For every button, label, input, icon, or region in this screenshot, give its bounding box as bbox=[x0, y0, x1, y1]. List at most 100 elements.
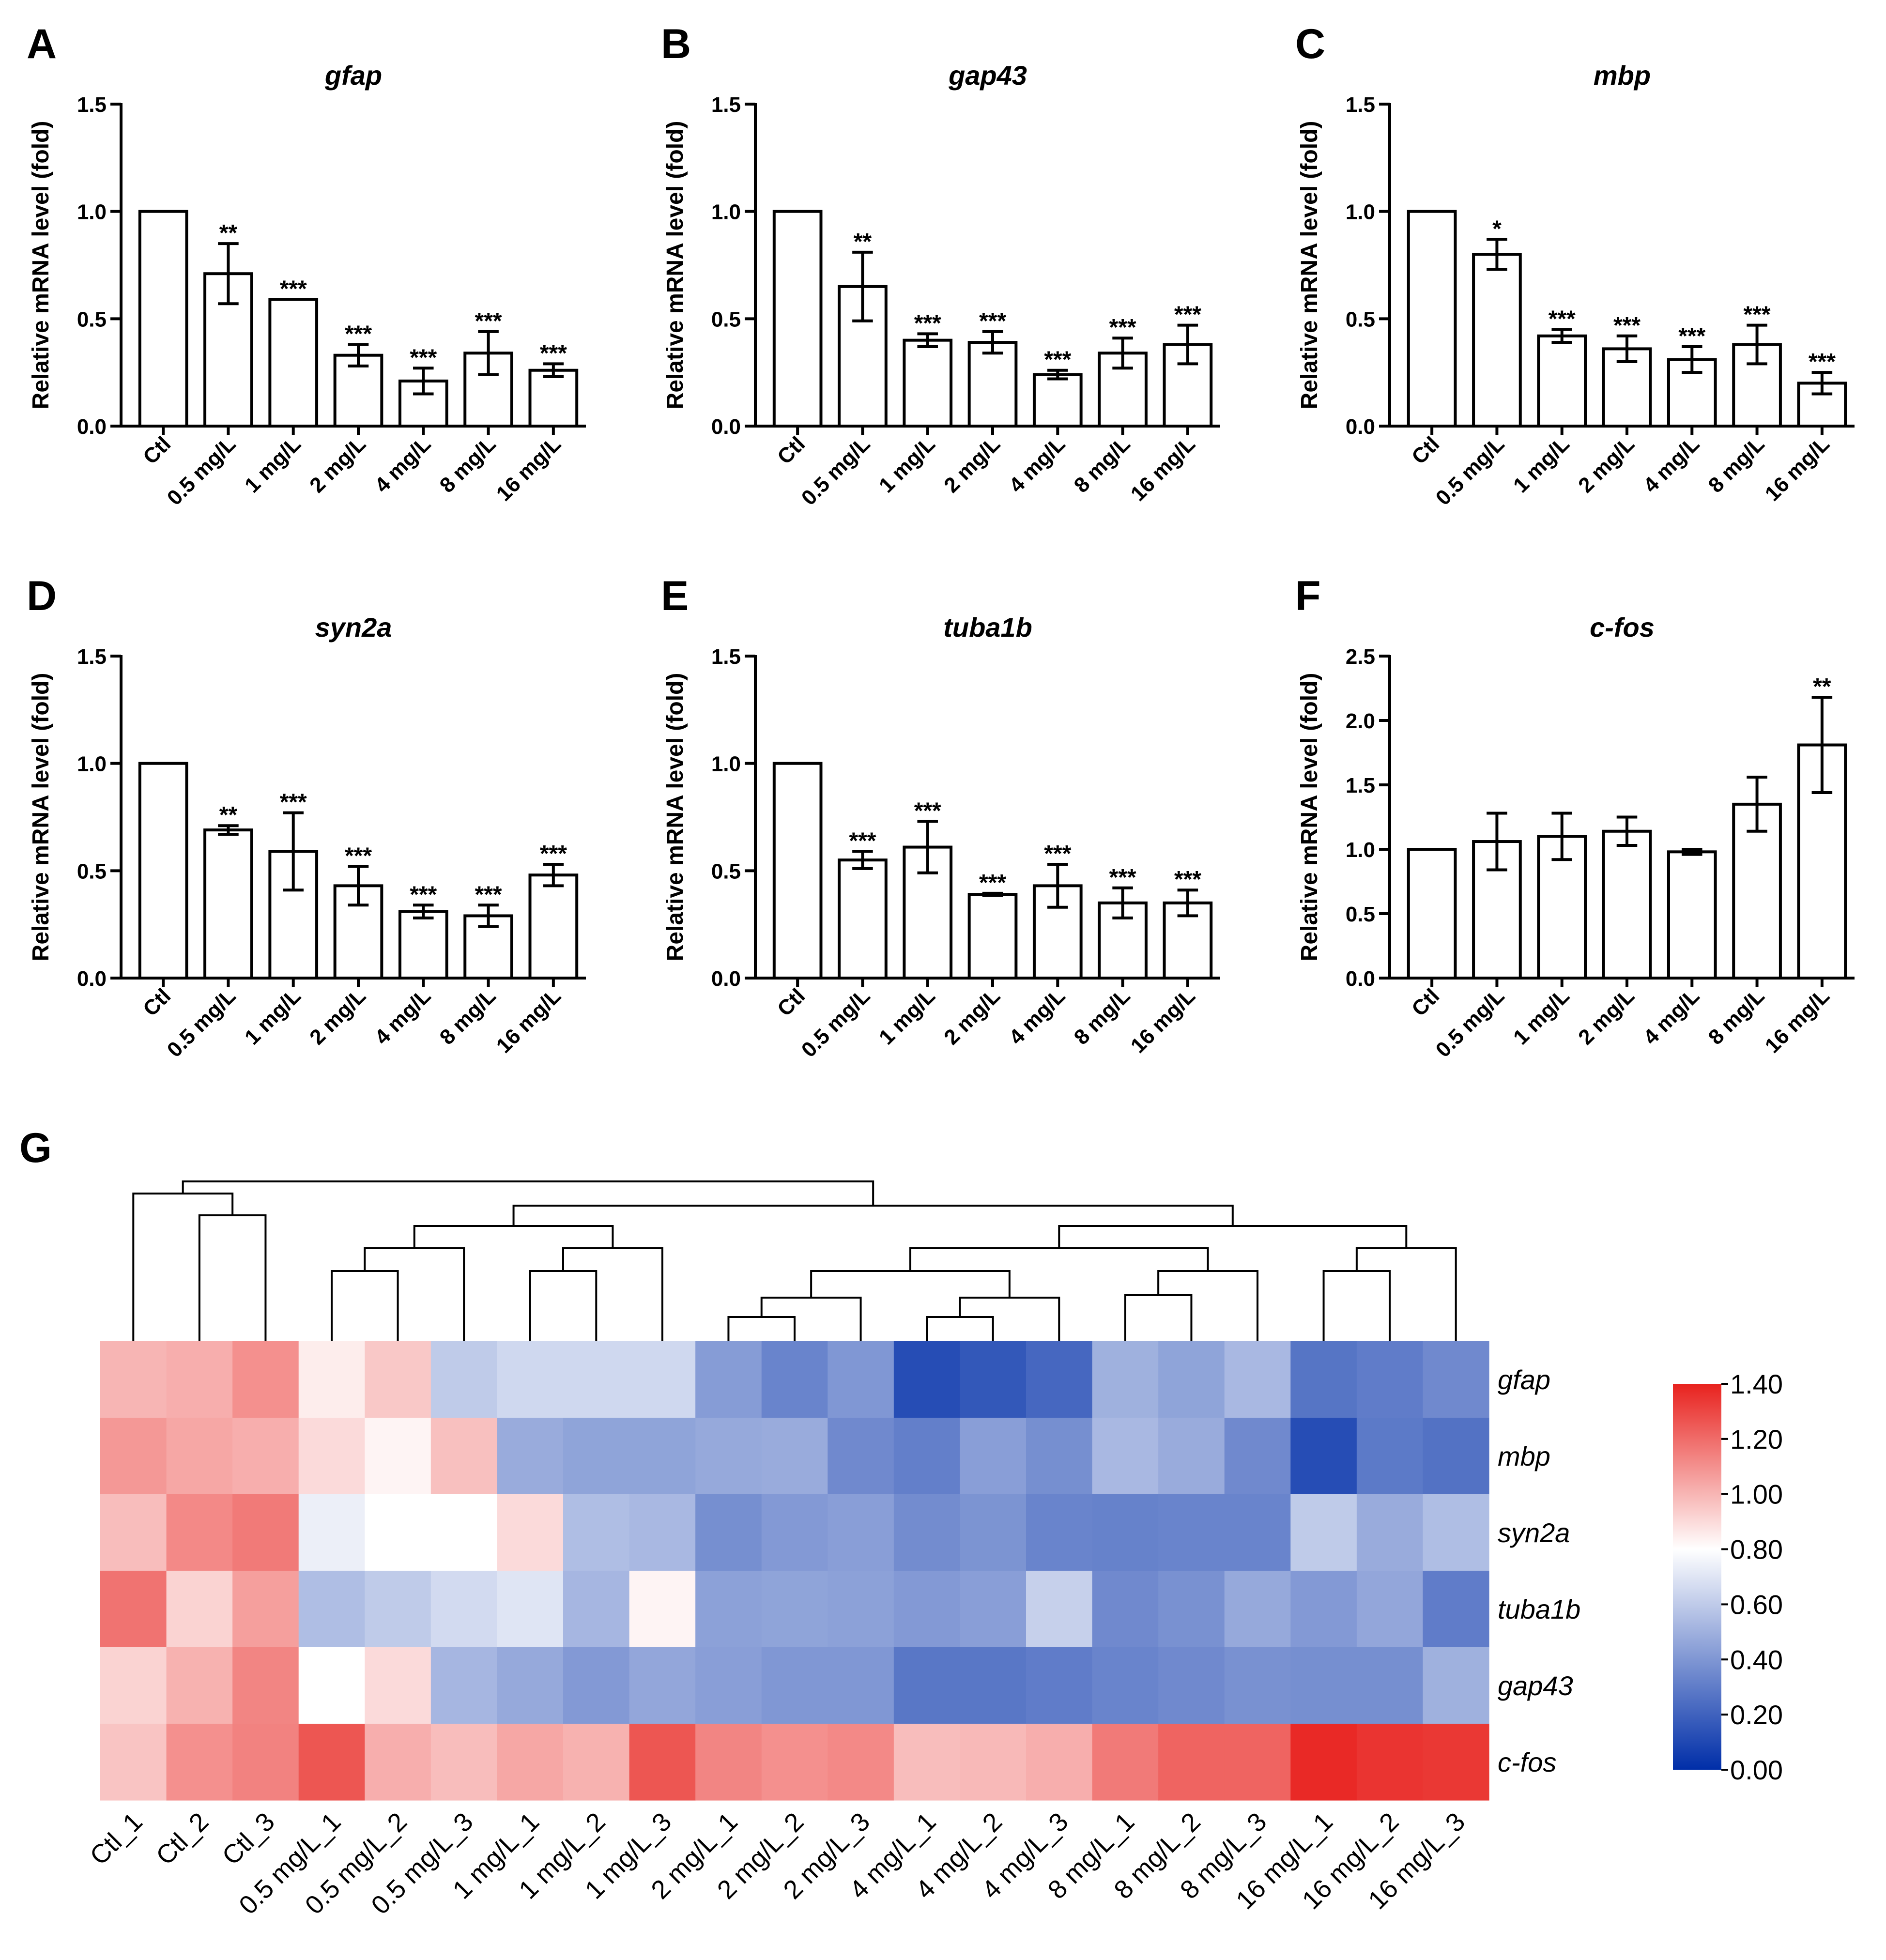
dendrogram-link bbox=[562, 1247, 663, 1341]
x-tick-label: 8 mg/L bbox=[1070, 984, 1135, 1049]
heatmap-cell bbox=[563, 1418, 630, 1495]
significance-label: *** bbox=[410, 882, 437, 907]
bar bbox=[903, 338, 953, 428]
significance-label: *** bbox=[540, 841, 567, 867]
dendrogram-link bbox=[1058, 1225, 1408, 1248]
heatmap-cell bbox=[1224, 1647, 1291, 1724]
significance-label: *** bbox=[410, 345, 437, 370]
x-tick-label: 4 mg/L bbox=[370, 432, 435, 497]
dendrogram bbox=[132, 1180, 1457, 1341]
heatmap-cell bbox=[893, 1418, 961, 1495]
x-tick-label: 4 mg/L bbox=[1004, 432, 1070, 497]
x-tick-label: 4 mg/L bbox=[1004, 984, 1070, 1049]
x-tick-label: 2 mg/L bbox=[939, 984, 1005, 1049]
heatmap-cell bbox=[100, 1494, 167, 1571]
dendrogram-link bbox=[364, 1247, 465, 1341]
heatmap-cell bbox=[629, 1724, 696, 1801]
x-tick-label: 1 mg/L bbox=[1509, 432, 1574, 497]
heatmap-cell bbox=[1423, 1571, 1489, 1648]
panel-label: E bbox=[661, 573, 689, 619]
panel-label: A bbox=[27, 21, 57, 67]
bar bbox=[138, 762, 188, 980]
heatmap-cell bbox=[1356, 1571, 1424, 1648]
y-tick-label: 0.0 bbox=[77, 415, 107, 439]
heatmap-cell bbox=[960, 1341, 1027, 1418]
heatmap-cell bbox=[232, 1571, 299, 1648]
heatmap-cell bbox=[828, 1724, 894, 1801]
chart-title: gap43 bbox=[948, 60, 1027, 91]
x-tick-label: 0.5 mg/L bbox=[163, 984, 241, 1062]
x-tick-label: 1 mg/L bbox=[874, 432, 940, 497]
significance-label: *** bbox=[1109, 865, 1136, 890]
colorbar bbox=[1673, 1384, 1721, 1770]
heatmap-cell bbox=[430, 1647, 498, 1724]
dendrogram-link bbox=[413, 1225, 614, 1248]
heatmap-cell bbox=[166, 1494, 233, 1571]
dendrogram-link bbox=[1157, 1270, 1258, 1341]
heatmap-cell bbox=[695, 1571, 762, 1648]
x-tick-label: 0.5 mg/L bbox=[797, 432, 875, 510]
y-tick-label: 0.0 bbox=[77, 967, 107, 991]
bar bbox=[967, 341, 1018, 428]
heatmap-cell bbox=[1158, 1571, 1225, 1648]
heatmap-cell bbox=[166, 1724, 233, 1801]
heatmap-cell bbox=[761, 1647, 828, 1724]
row-label: gfap bbox=[1498, 1364, 1550, 1395]
bar bbox=[967, 893, 1018, 980]
x-tick-label: 1 mg/L bbox=[240, 432, 306, 497]
heatmap-cell bbox=[1158, 1341, 1225, 1418]
colorbar-tick-label: 1.20 bbox=[1730, 1424, 1783, 1455]
x-tick-label: Ctl bbox=[1407, 432, 1444, 469]
significance-label: *** bbox=[979, 308, 1006, 334]
significance-label: *** bbox=[1678, 323, 1705, 349]
heatmap-cell bbox=[430, 1724, 498, 1801]
heatmap-cell bbox=[828, 1571, 894, 1648]
y-axis-label: Relative mRNA level (fold) bbox=[662, 121, 688, 410]
heatmap-cell bbox=[960, 1571, 1027, 1648]
heatmap-cell bbox=[100, 1341, 167, 1418]
heatmap-cell bbox=[497, 1724, 564, 1801]
chart-title: gfap bbox=[324, 60, 382, 91]
chart-title: mbp bbox=[1594, 60, 1651, 91]
significance-label: *** bbox=[1549, 306, 1576, 332]
bar bbox=[772, 210, 823, 428]
significance-label: ** bbox=[219, 802, 238, 828]
dendrogram-link bbox=[909, 1247, 1209, 1271]
row-label: gap43 bbox=[1498, 1670, 1573, 1701]
heatmap-cell bbox=[365, 1341, 431, 1418]
heatmap-cell bbox=[1224, 1724, 1291, 1801]
bar bbox=[268, 298, 319, 428]
heatmap-cell bbox=[1423, 1647, 1489, 1724]
y-tick-label: 0.0 bbox=[711, 415, 741, 439]
significance-label: *** bbox=[1744, 302, 1771, 328]
bar bbox=[1602, 829, 1652, 980]
heatmap-cell bbox=[430, 1494, 498, 1571]
heatmap-cell bbox=[430, 1571, 498, 1648]
dendrogram-link bbox=[926, 1316, 994, 1341]
y-tick-label: 0.5 bbox=[1346, 903, 1375, 926]
x-tick-label: Ctl bbox=[1407, 984, 1444, 1021]
heatmap-cell bbox=[166, 1341, 233, 1418]
heatmap-cell bbox=[1423, 1724, 1489, 1801]
heatmap-cell bbox=[298, 1418, 365, 1495]
x-tick-label: 2 mg/L bbox=[305, 984, 370, 1049]
heatmap-cell bbox=[365, 1647, 431, 1724]
heatmap-cell bbox=[100, 1418, 167, 1495]
heatmap-cell bbox=[1290, 1494, 1357, 1571]
bar bbox=[772, 762, 823, 980]
heatmap-cell bbox=[166, 1418, 233, 1495]
column-label: Ctl_3 bbox=[216, 1807, 280, 1871]
heatmap-cell bbox=[100, 1571, 167, 1648]
heatmap-cell bbox=[298, 1341, 365, 1418]
y-tick-label: 1.5 bbox=[711, 645, 741, 669]
x-tick-label: 16 mg/L bbox=[1761, 432, 1834, 505]
significance-label: *** bbox=[1174, 867, 1201, 892]
colorbar-tick-label: 0.20 bbox=[1730, 1700, 1783, 1730]
x-tick-label: Ctl bbox=[138, 432, 175, 469]
y-tick-label: 0.0 bbox=[1346, 967, 1375, 991]
x-tick-label: 0.5 mg/L bbox=[1431, 432, 1509, 510]
heatmap-cell bbox=[298, 1571, 365, 1648]
